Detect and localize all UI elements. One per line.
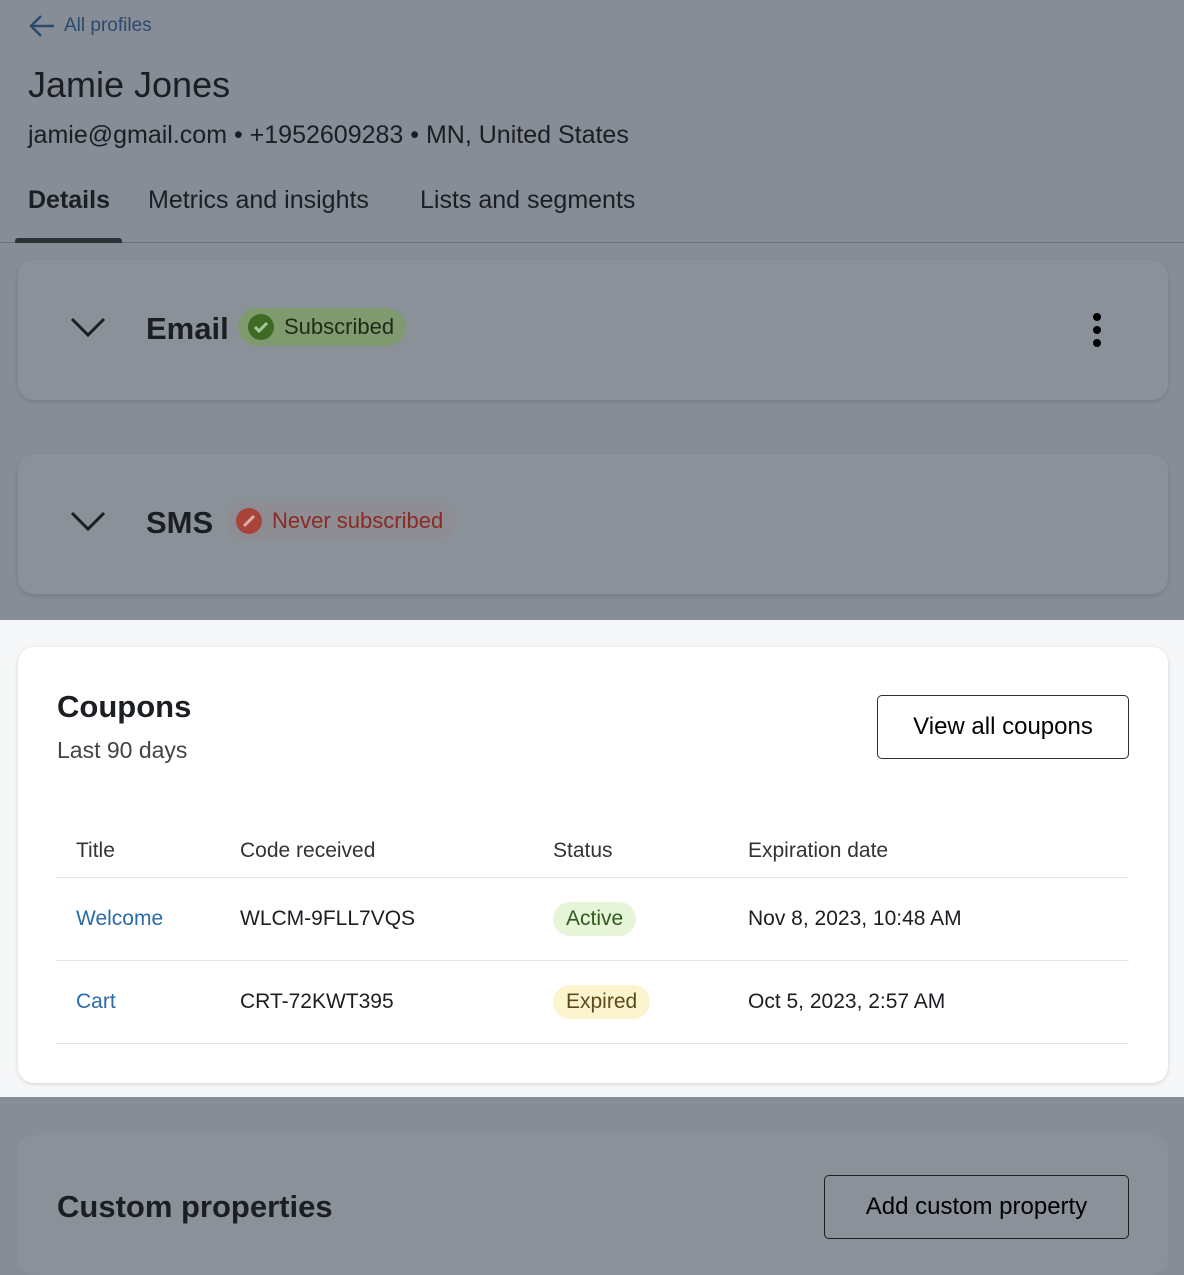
column-expiration: Expiration date <box>748 825 1129 878</box>
expiration-date: Oct 5, 2023, 2:57 AM <box>748 960 1129 1044</box>
status-badge: Never subscribed <box>226 502 456 540</box>
coupons-subtitle: Last 90 days <box>57 737 188 763</box>
profile-meta: jamie@gmail.com • +1952609283 • MN, Unit… <box>28 121 629 149</box>
table-header: Title Code received Status Expiration da… <box>56 825 1129 878</box>
coupons-card: Coupons Last 90 days View all coupons Ti… <box>18 647 1168 1083</box>
add-custom-property-button[interactable]: Add custom property <box>824 1175 1129 1239</box>
blocked-icon <box>236 508 262 534</box>
column-code: Code received <box>240 825 553 878</box>
active-tab-indicator <box>15 238 122 243</box>
status-label: Subscribed <box>284 314 395 339</box>
tab-bar: Details Metrics and insights Lists and s… <box>0 180 1184 243</box>
sms-card: SMS Never subscribed <box>18 454 1168 594</box>
tab-details[interactable]: Details <box>28 186 110 214</box>
table-row: Welcome WLCM-9FLL7VQS Active Nov 8, 2023… <box>56 877 1129 961</box>
tab-lists[interactable]: Lists and segments <box>420 186 636 214</box>
coupons-table: Title Code received Status Expiration da… <box>56 825 1129 1044</box>
back-label: All profiles <box>64 15 152 36</box>
custom-properties-title: Custom properties <box>57 1189 333 1224</box>
profile-name: Jamie Jones <box>28 64 231 105</box>
expiration-date: Nov 8, 2023, 10:48 AM <box>748 877 1129 961</box>
table-row: Cart CRT-72KWT395 Expired Oct 5, 2023, 2… <box>56 960 1129 1044</box>
coupon-title-link[interactable]: Welcome <box>76 906 164 930</box>
column-title: Title <box>56 825 240 878</box>
coupon-code: CRT-72KWT395 <box>240 960 553 1044</box>
check-circle-icon <box>248 314 274 340</box>
status-label: Never subscribed <box>272 508 444 533</box>
tab-metrics[interactable]: Metrics and insights <box>148 186 369 214</box>
coupons-title: Coupons <box>57 689 192 724</box>
coupon-title-link[interactable]: Cart <box>76 989 116 1013</box>
view-all-coupons-button[interactable]: View all coupons <box>877 695 1129 759</box>
arrow-left-icon <box>29 15 54 37</box>
status-badge: Expired <box>553 984 651 1019</box>
email-title: Email <box>146 311 229 346</box>
sms-title: SMS <box>146 505 214 540</box>
status-badge: Subscribed <box>238 308 407 346</box>
column-status: Status <box>553 825 748 878</box>
chevron-down-icon[interactable] <box>70 316 106 338</box>
back-link[interactable]: All profiles <box>28 12 152 40</box>
chevron-down-icon[interactable] <box>70 510 106 532</box>
email-card: Email Subscribed <box>18 260 1168 400</box>
custom-properties-card: Custom properties Add custom property <box>18 1135 1168 1275</box>
more-vertical-icon[interactable] <box>1091 313 1103 347</box>
coupon-code: WLCM-9FLL7VQS <box>240 877 553 961</box>
status-badge: Active <box>553 901 637 936</box>
